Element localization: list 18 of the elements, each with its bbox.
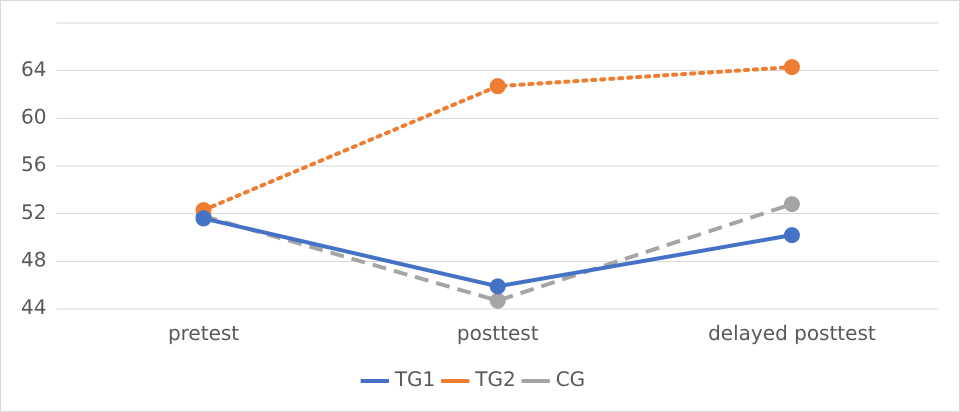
y-tick-label: 44	[20, 295, 46, 320]
legend-label: CG	[556, 367, 586, 392]
x-tick-label: delayed posttest	[708, 321, 876, 346]
point	[784, 59, 800, 76]
legend-label: TG1	[394, 367, 436, 392]
point	[490, 278, 506, 294]
point	[490, 292, 506, 309]
y-tick-label: 60	[20, 104, 46, 129]
y-tick-label: 64	[20, 56, 46, 81]
point	[784, 227, 800, 244]
y-tick-label: 52	[20, 200, 46, 224]
x-tick-label: posttest	[456, 321, 539, 346]
y-tick-label: 56	[20, 152, 46, 176]
point	[490, 78, 506, 94]
x-tick-label: pretest	[168, 321, 240, 346]
y-tick-label: 48	[20, 248, 46, 272]
legend-label: TG2	[474, 367, 516, 392]
point	[784, 196, 800, 212]
